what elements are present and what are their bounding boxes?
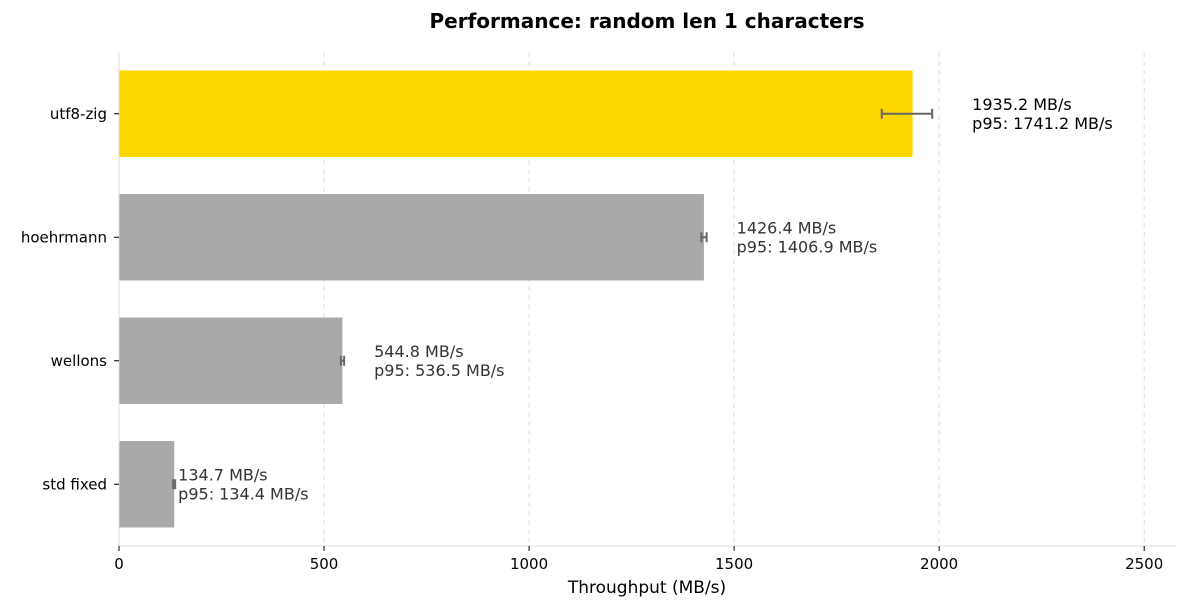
y-tick-label: hoehrmann xyxy=(21,228,107,246)
y-tick-label: std fixed xyxy=(42,475,107,493)
axes: 0 500 1000 1500 2000 2500 utf8-zig hoehrmann wel… xyxy=(21,52,1177,573)
value-label: 1935.2 MB/s xyxy=(972,95,1072,114)
x-axis-label: Throughput (MB/s) xyxy=(567,578,726,598)
value-label: 134.7 MB/s xyxy=(178,465,267,484)
x-tick-label: 1000 xyxy=(510,555,548,573)
x-tick-label: 0 xyxy=(114,555,124,573)
bar xyxy=(119,194,704,281)
p95-label: p95: 1406.9 MB/s xyxy=(737,237,878,256)
x-tick-label: 2000 xyxy=(920,555,958,573)
y-tick-label: utf8-zig xyxy=(50,105,107,123)
p95-label: p95: 536.5 MB/s xyxy=(374,361,504,380)
value-label: 1426.4 MB/s xyxy=(737,218,837,237)
x-tick-label: 1500 xyxy=(715,555,753,573)
chart-title: Performance: random len 1 characters xyxy=(430,9,865,33)
p95-label: p95: 1741.2 MB/s xyxy=(972,114,1113,133)
p95-label: p95: 134.4 MB/s xyxy=(178,484,308,503)
y-tick-label: wellons xyxy=(51,352,108,370)
bar xyxy=(119,70,913,157)
x-tick-label: 500 xyxy=(310,555,339,573)
bar xyxy=(119,441,175,528)
x-tick-label: 2500 xyxy=(1125,555,1163,573)
bar xyxy=(119,317,343,404)
value-label: 544.8 MB/s xyxy=(374,342,463,361)
